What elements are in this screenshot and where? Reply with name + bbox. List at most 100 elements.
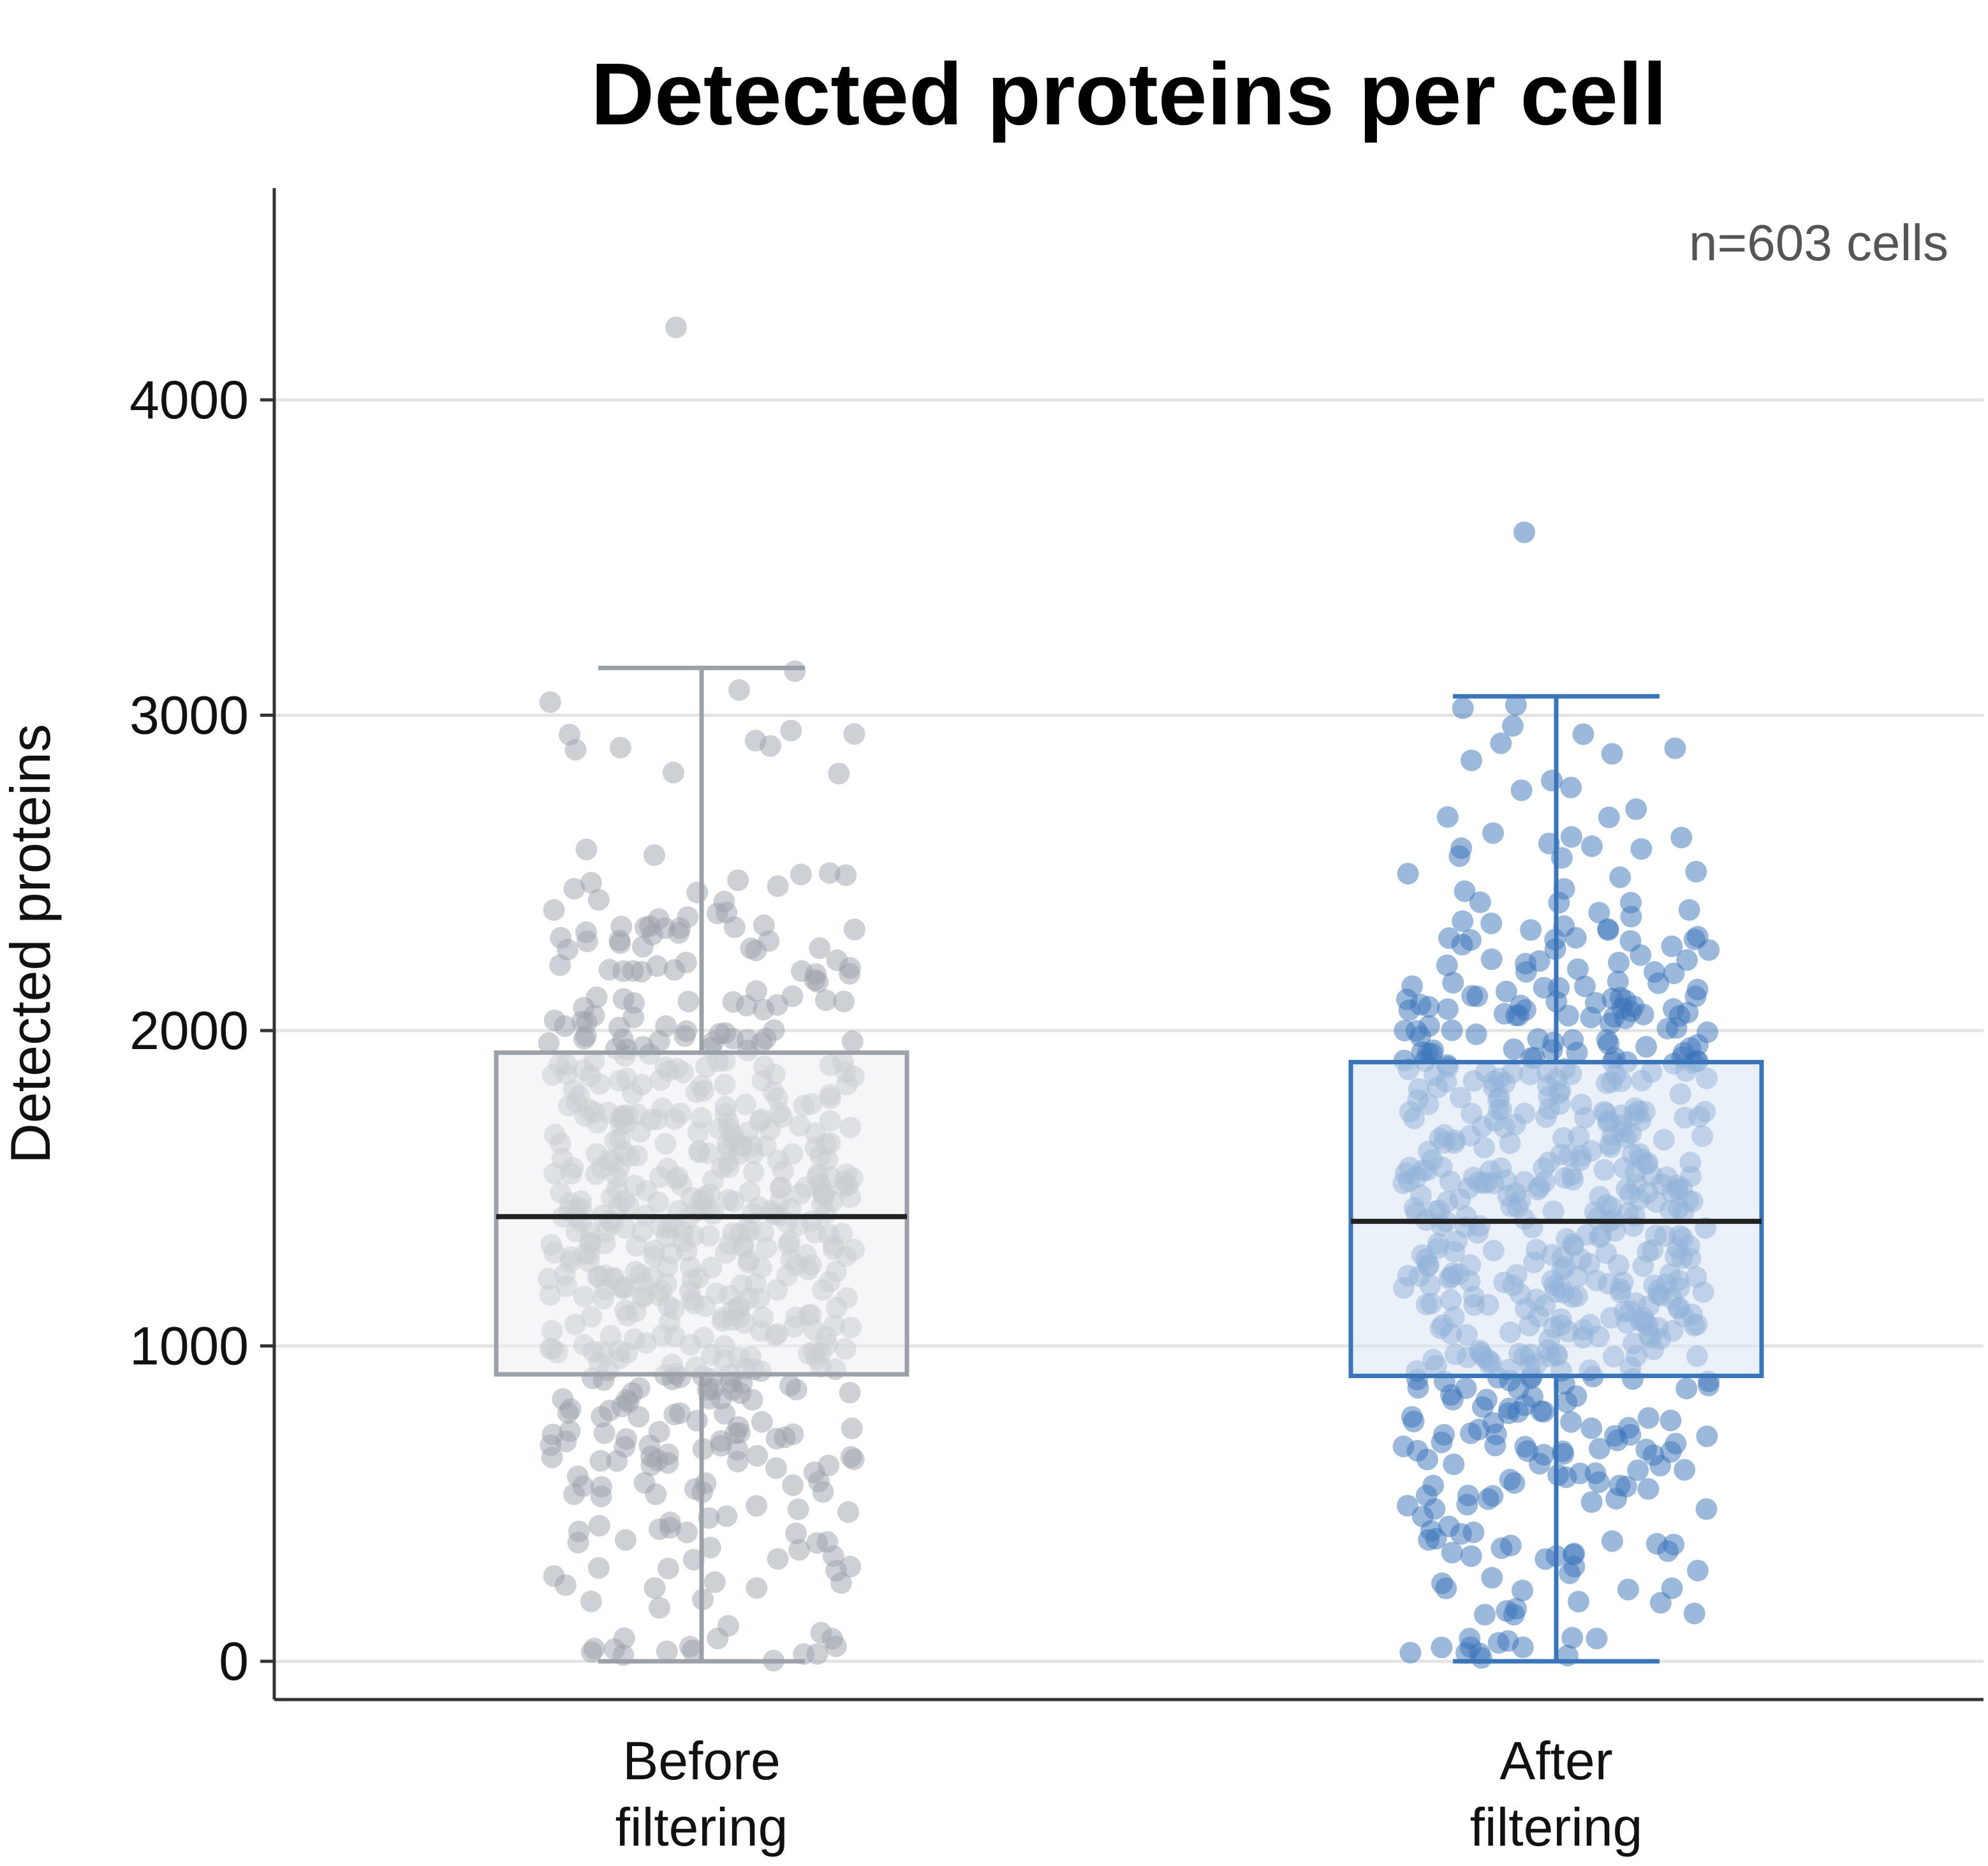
data-point [575, 838, 598, 860]
data-point [1438, 927, 1461, 949]
data-point [539, 691, 561, 714]
data-point [1422, 1474, 1445, 1497]
data-point [1597, 919, 1619, 941]
data-point [703, 1571, 726, 1593]
data-point [677, 990, 700, 1013]
data-point [1598, 806, 1620, 828]
data-point [843, 723, 865, 745]
data-point [814, 989, 837, 1011]
data-point [580, 1641, 603, 1663]
data-point [1686, 978, 1709, 1001]
data-point [807, 1470, 830, 1492]
data-point [543, 1565, 565, 1587]
data-point [782, 1423, 804, 1445]
data-point [1517, 1440, 1539, 1462]
data-point [1687, 1559, 1709, 1582]
data-point [723, 916, 746, 938]
data-point [1480, 948, 1503, 971]
data-point [806, 1532, 828, 1554]
data-point [1560, 776, 1582, 798]
data-point [576, 930, 598, 953]
x-tick-label: Before filtering [615, 1731, 788, 1857]
data-point [841, 1030, 864, 1052]
data-point [716, 1505, 738, 1527]
data-point [1452, 697, 1474, 719]
data-point [1499, 1534, 1522, 1557]
data-point [1580, 1417, 1603, 1439]
data-point [657, 1557, 679, 1580]
data-point [580, 872, 602, 894]
data-point [665, 316, 687, 339]
data-point [728, 679, 750, 701]
data-point [1399, 1642, 1422, 1664]
data-point [1625, 798, 1647, 820]
data-point [1663, 1533, 1685, 1555]
data-point [839, 957, 861, 979]
data-point [1685, 860, 1707, 883]
data-point [1617, 1416, 1640, 1439]
data-point [1678, 899, 1700, 921]
x-tick-label: After filtering [1470, 1731, 1643, 1857]
gridlines [274, 398, 1984, 1663]
data-point [1568, 1591, 1590, 1613]
data-point [640, 1454, 663, 1476]
data-point [1441, 1541, 1463, 1564]
data-point [1637, 1407, 1660, 1429]
data-point [1495, 980, 1517, 1003]
data-point [1436, 954, 1458, 976]
data-point [1607, 970, 1629, 992]
data-point [675, 1020, 698, 1042]
data-point [1562, 1029, 1584, 1051]
data-point [1553, 878, 1575, 900]
data-point [557, 1402, 579, 1424]
box-plots [494, 665, 1764, 1664]
data-point [1627, 1459, 1649, 1481]
data-point [1668, 1005, 1691, 1027]
data-point [1502, 715, 1524, 737]
data-point [573, 1027, 595, 1050]
data-point [682, 1548, 705, 1571]
data-point [1664, 737, 1686, 760]
data-point [788, 1539, 810, 1561]
data-point [1601, 743, 1623, 765]
data-point [779, 1374, 801, 1397]
data-point [609, 737, 631, 759]
data-point [1609, 866, 1631, 888]
data-point [1683, 1603, 1705, 1625]
data-point [1533, 1444, 1555, 1466]
data-point [825, 1635, 847, 1657]
data-point [736, 1029, 758, 1051]
data-point [1541, 769, 1563, 791]
data-point [1675, 1377, 1698, 1400]
data-point [1418, 1529, 1440, 1551]
data-point [538, 1032, 560, 1054]
data-point [1661, 1577, 1683, 1599]
data-point [1660, 1409, 1682, 1432]
data-point [840, 1446, 862, 1468]
y-tick-label: 1000 [129, 1316, 249, 1376]
data-point [1485, 1423, 1507, 1446]
data-point [763, 1019, 785, 1041]
data-point [1396, 1495, 1418, 1517]
data-point [668, 922, 690, 944]
data-point [835, 864, 857, 886]
data-point [804, 969, 826, 991]
data-point [1481, 1567, 1503, 1589]
data-point [614, 1529, 637, 1551]
data-point [1503, 1472, 1526, 1494]
data-point [659, 1511, 681, 1534]
y-tick-label: 0 [219, 1631, 249, 1691]
data-point [1580, 1491, 1603, 1513]
data-point [837, 1501, 860, 1524]
data-point [1436, 806, 1459, 828]
data-point [1697, 1021, 1719, 1043]
data-point [1482, 822, 1505, 844]
data-point [1588, 1437, 1610, 1460]
data-point [1433, 1423, 1455, 1446]
y-tick-label: 4000 [129, 370, 249, 430]
data-point [563, 878, 585, 900]
data-point [645, 1483, 667, 1506]
data-point [1630, 944, 1652, 966]
axes [272, 188, 1984, 1701]
sample-size-annotation: n=603 cells [1689, 214, 1948, 271]
